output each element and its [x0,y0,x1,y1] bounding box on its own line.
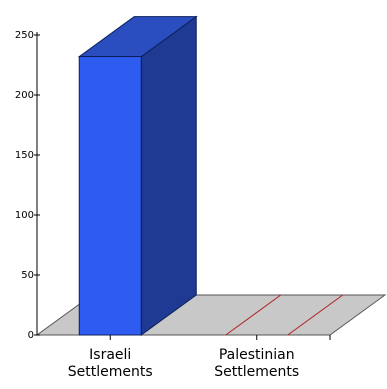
category-label-1-line-0: Palestinian [219,347,295,363]
bar-side-0 [140,15,197,336]
y-tick-label-0: 0 [28,330,34,341]
y-tick-label-4: 200 [15,90,34,101]
y-tick-label-2: 100 [15,210,34,221]
y-tick-label-3: 150 [15,150,34,161]
bar-0 [78,56,142,336]
y-axis: 0 50 100 150 200 250 [15,30,40,341]
category-label-0-line-0: Israeli [89,347,131,363]
bar-zero-edge-right-1 [287,294,344,336]
bars-layer [77,15,344,336]
bar-zero-edge-left-1 [225,294,282,336]
y-tick-label-1: 50 [21,270,34,281]
y-tick-label-5: 250 [15,30,34,41]
category-label-0-line-1: Settlements [68,364,153,380]
category-label-1-line-1: Settlements [214,364,299,380]
